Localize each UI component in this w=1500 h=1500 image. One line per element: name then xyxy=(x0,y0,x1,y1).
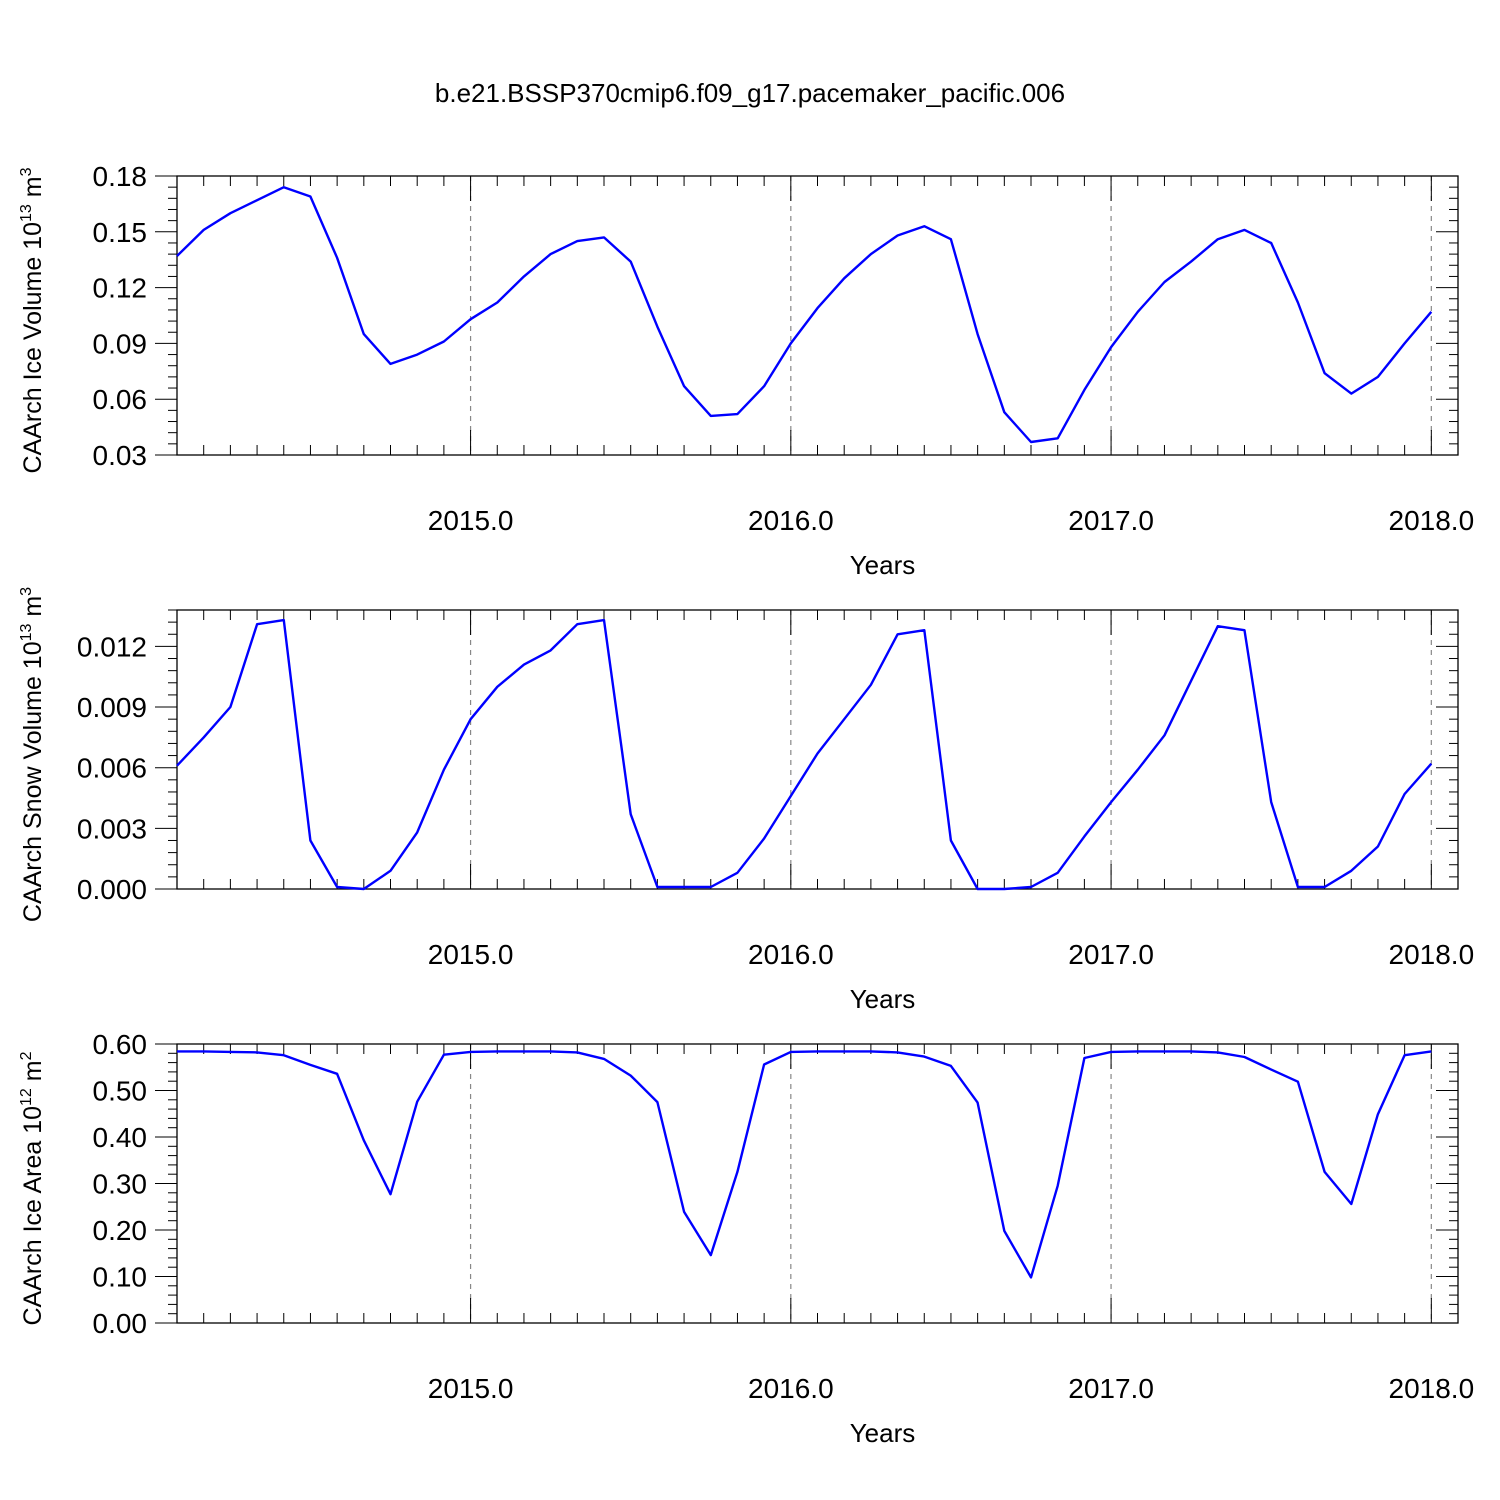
x-axis-label: Years xyxy=(850,550,916,580)
y-axis-label: CAArch Ice Volume 1013 m3 xyxy=(18,167,47,473)
y-tick-label: 0.000 xyxy=(77,874,147,905)
panel-snow-volume: 0.000 0.003 0.006 0.009 0.012 2015.0 2016.0 201… xyxy=(18,587,1474,1014)
x-axis-label: Years xyxy=(850,1418,916,1448)
y-tick-label: 0.30 xyxy=(93,1169,148,1200)
y-tick-label: 0.06 xyxy=(93,384,148,415)
y-tick-label: 0.00 xyxy=(93,1308,148,1339)
y-tick-label: 0.009 xyxy=(77,692,147,723)
y-tick-label: 0.006 xyxy=(77,753,147,784)
y-tick-label: 0.50 xyxy=(93,1076,148,1107)
x-tick-label: 2018.0 xyxy=(1389,505,1475,536)
y-tick-label: 0.12 xyxy=(93,273,148,304)
x-tick-label: 2015.0 xyxy=(428,939,514,970)
series-line xyxy=(176,185,1433,444)
x-tick-label: 2017.0 xyxy=(1068,505,1154,536)
y-tick-label: 0.03 xyxy=(93,440,148,471)
y-axis-label: CAArch Snow Volume 1013 m3 xyxy=(18,587,47,922)
x-tick-label: 2015.0 xyxy=(428,505,514,536)
panel-ice-area: 0.00 0.10 0.20 0.30 0.40 0.50 0.60 2015.0 2016.0… xyxy=(18,1029,1474,1448)
y-tick-label: 0.003 xyxy=(77,813,147,844)
y-tick-label: 0.012 xyxy=(77,631,147,662)
x-tick-label: 2018.0 xyxy=(1389,1373,1475,1404)
y-tick-label: 0.15 xyxy=(93,217,148,248)
x-tick-label: 2017.0 xyxy=(1068,939,1154,970)
x-tick-label: 2016.0 xyxy=(748,1373,834,1404)
y-tick-label: 0.10 xyxy=(93,1262,148,1293)
series-line xyxy=(177,1050,1432,1279)
y-tick-label: 0.60 xyxy=(93,1029,148,1060)
x-tick-label: 2016.0 xyxy=(748,505,834,536)
y-tick-label: 0.40 xyxy=(93,1122,148,1153)
panel-ice-volume: 0.03 0.06 0.09 0.12 0.15 0.18 2015.0 2016.0 2017… xyxy=(18,161,1474,580)
y-tick-label: 0.20 xyxy=(93,1215,148,1246)
x-tick-label: 2017.0 xyxy=(1068,1373,1154,1404)
series-line xyxy=(176,618,1433,891)
x-tick-label: 2015.0 xyxy=(428,1373,514,1404)
x-tick-label: 2016.0 xyxy=(748,939,834,970)
x-axis-label: Years xyxy=(850,984,916,1014)
y-tick-label: 0.09 xyxy=(93,328,148,359)
y-tick-label: 0.18 xyxy=(93,161,148,192)
y-axis-label: CAArch Ice Area 1012 m2 xyxy=(18,1051,47,1325)
x-tick-label: 2018.0 xyxy=(1389,939,1475,970)
figure-title: b.e21.BSSP370cmip6.f09_g17.pacemaker_pac… xyxy=(435,78,1065,108)
